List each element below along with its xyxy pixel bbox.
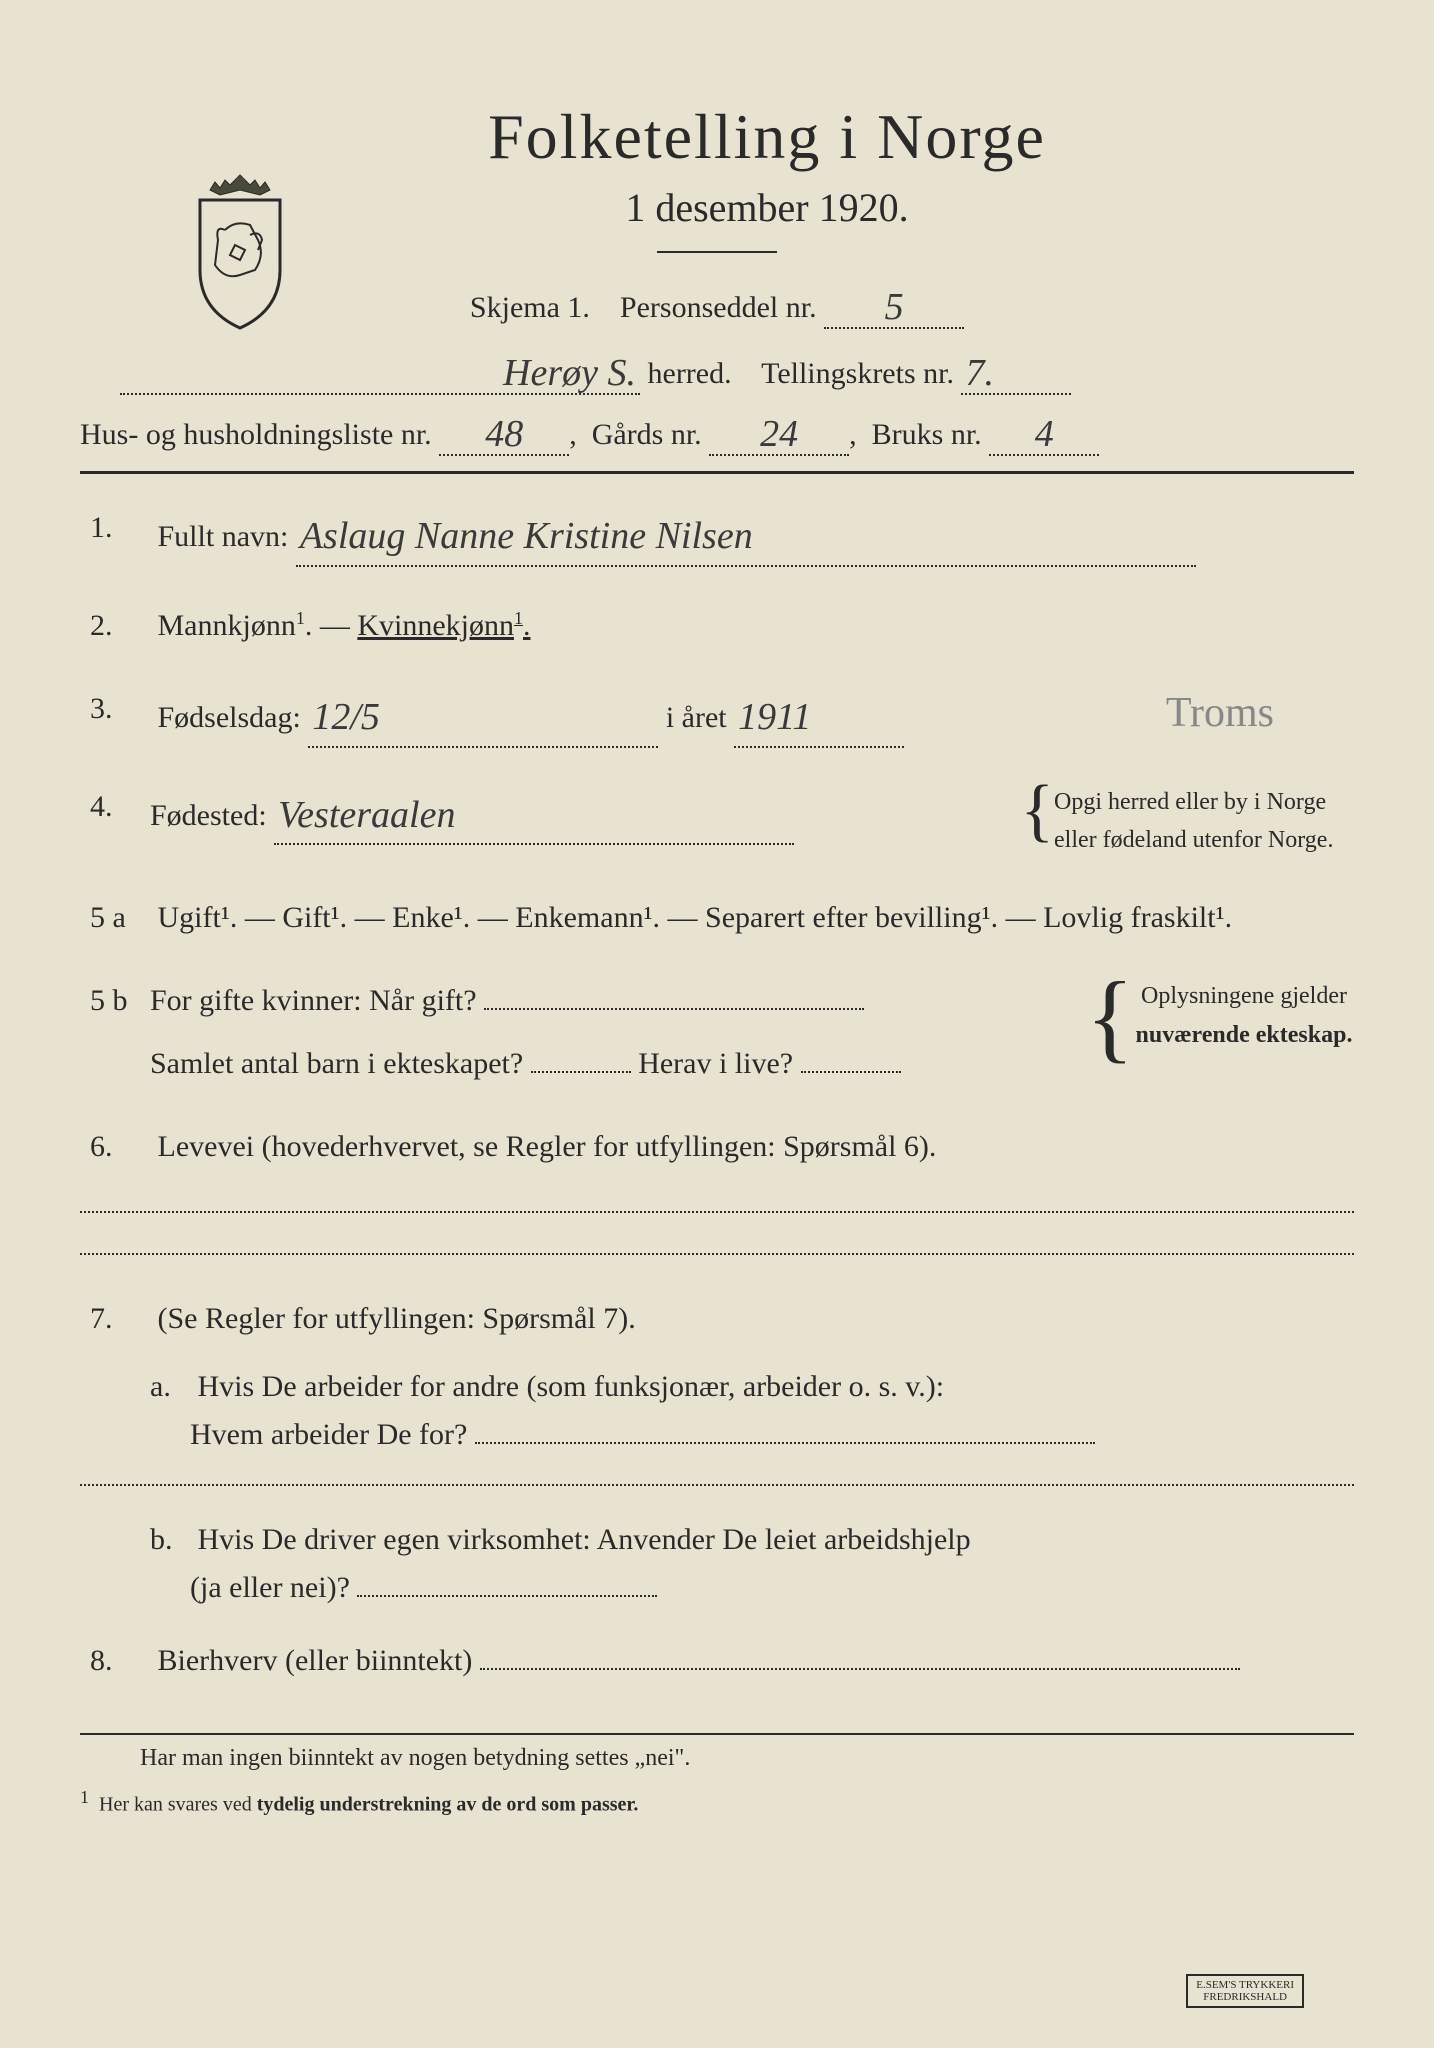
q3-aret: i året	[666, 701, 727, 734]
question-5a: 5 a Ugift¹. — Gift¹. — Enke¹. — Enkemann…	[80, 894, 1354, 942]
q7b-text2: (ja eller nei)?	[150, 1571, 350, 1604]
tellingskrets-label: Tellingskrets nr.	[761, 357, 954, 390]
question-7: 7. (Se Regler for utfyllingen: Spørsmål …	[80, 1295, 1354, 1343]
q2-mann: Mannkjønn	[158, 609, 296, 642]
hus-line: Hus- og husholdningsliste nr. 48, Gårds …	[80, 410, 1354, 456]
divider	[657, 251, 777, 253]
gards-value: 24	[760, 413, 798, 455]
question-4: 4. Fødested: Vesteraalen { Opgi herred e…	[80, 783, 1354, 860]
herred-label: herred.	[648, 357, 732, 390]
question-1: 1. Fullt navn: Aslaug Nanne Kristine Nil…	[80, 504, 1354, 567]
blank-line	[80, 1484, 1354, 1486]
footnote: 1 Her kan svares ved tydelig understrekn…	[80, 1787, 1354, 1817]
q5b-gift-label: For gifte kvinner: Når gift?	[150, 984, 477, 1017]
census-form-page: Folketelling i Norge 1 desember 1920. Sk…	[80, 100, 1354, 2028]
q4-num: 4.	[90, 783, 150, 831]
q4-value: Vesteraalen	[278, 794, 455, 836]
question-7a: a. Hvis De arbeider for andre (som funks…	[80, 1363, 1354, 1459]
q5a-text: Ugift¹. — Gift¹. — Enke¹. — Enkemann¹. —…	[158, 894, 1352, 942]
gards-label: Gårds nr.	[592, 418, 702, 451]
q5b-num: 5 b	[90, 977, 150, 1025]
skjema-label: Skjema 1.	[470, 291, 590, 324]
q3-num: 3.	[90, 685, 150, 733]
coat-of-arms-icon	[180, 170, 300, 330]
q7-num: 7.	[90, 1295, 150, 1343]
q3-day: 12/5	[312, 696, 380, 738]
personseddel-label: Personseddel nr.	[620, 291, 817, 324]
question-6: 6. Levevei (hovederhvervet, se Regler fo…	[80, 1123, 1354, 1171]
q5b-barn-label: Samlet antal barn i ekteskapet?	[150, 1047, 523, 1080]
q3-label: Fødselsdag:	[158, 701, 301, 734]
q2-num: 2.	[90, 602, 150, 650]
page-title: Folketelling i Norge	[180, 100, 1354, 174]
footer-note: Har man ingen biinntekt av nogen betydni…	[80, 1725, 1354, 1772]
personseddel-value: 5	[885, 286, 904, 328]
question-5b: 5 b For gifte kvinner: Når gift? Samlet …	[80, 977, 1354, 1088]
q2-kvinn: Kvinnekjønn	[357, 609, 514, 642]
q8-num: 8.	[90, 1637, 150, 1685]
q3-year: 1911	[738, 696, 811, 738]
herred-line: Herøy S. herred. Tellingskrets nr. 7.	[80, 349, 1354, 395]
question-2: 2. Mannkjønn1. — Kvinnekjønn1.	[80, 602, 1354, 650]
blank-line	[80, 1211, 1354, 1213]
divider-full	[80, 471, 1354, 474]
q1-value: Aslaug Nanne Kristine Nilsen	[300, 515, 753, 557]
q4-label: Fødested:	[150, 799, 267, 832]
q4-note: Opgi herred eller by i Norge eller fødel…	[1054, 783, 1354, 860]
footer-text: Har man ingen biinntekt av nogen betydni…	[80, 1735, 1354, 1772]
q7b-letter: b.	[150, 1516, 190, 1564]
question-3: 3. Fødselsdag: 12/5 i året 1911 Troms	[80, 685, 1354, 748]
question-8: 8. Bierhverv (eller biinntekt)	[80, 1637, 1354, 1685]
q5a-num: 5 a	[90, 894, 150, 942]
brace-icon: {	[1086, 977, 1134, 1057]
tellingskrets-value: 7.	[965, 352, 994, 394]
q1-label: Fullt navn:	[158, 520, 289, 553]
q6-text: Levevei (hovederhvervet, se Regler for u…	[158, 1123, 1352, 1171]
bruks-value: 4	[1035, 413, 1054, 455]
blank-line	[80, 1253, 1354, 1255]
herred-value: Herøy S.	[503, 352, 636, 394]
question-7b: b. Hvis De driver egen virksomhet: Anven…	[80, 1516, 1354, 1612]
bruks-label: Bruks nr.	[872, 418, 982, 451]
q5b-herav-label: Herav i live?	[638, 1047, 793, 1080]
q7a-text2: Hvem arbeider De for?	[150, 1418, 467, 1451]
q5b-note: Oplysningene gjelder nuværende ekteskap.	[1134, 977, 1354, 1054]
q7a-text1: Hvis De arbeider for andre (som funksjon…	[198, 1370, 945, 1403]
q8-label: Bierhverv (eller biinntekt)	[158, 1644, 473, 1677]
q1-num: 1.	[90, 504, 150, 552]
hus-value: 48	[485, 413, 523, 455]
q7a-letter: a.	[150, 1363, 190, 1411]
q7b-text1: Hvis De driver egen virksomhet: Anvender…	[198, 1523, 971, 1556]
pencil-note: Troms	[1166, 680, 1274, 747]
page-date: 1 desember 1920.	[180, 184, 1354, 231]
printer-stamp: E.SEM'S TRYKKERI FREDRIKSHALD	[1186, 1974, 1304, 2008]
q7-intro: (Se Regler for utfyllingen: Spørsmål 7).	[158, 1295, 1352, 1343]
q6-num: 6.	[90, 1123, 150, 1171]
brace-icon: {	[1020, 783, 1054, 839]
hus-label: Hus- og husholdningsliste nr.	[80, 418, 432, 451]
